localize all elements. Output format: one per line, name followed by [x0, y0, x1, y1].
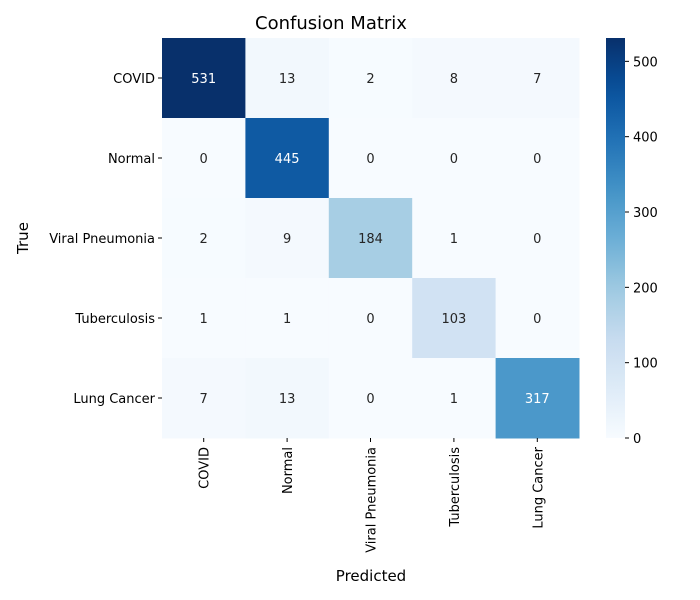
x-tick-label-covid: COVID [198, 447, 213, 489]
colorbar-tick-label: 100 [633, 357, 658, 372]
heatmap-cell-4-3 [412, 358, 497, 439]
heatmap-cells: 531 13 2 8 7 0 445 0 0 0 2 9 184 1 0 1 1 0 103 0 7 13 0 1 317 [162, 38, 580, 439]
heatmap-cell-3-1 [245, 278, 330, 359]
heatmap-cell-0-4 [495, 38, 580, 119]
colorbar-tick-label: 500 [633, 55, 658, 70]
cell-value-label: 2 [366, 72, 374, 87]
y-tick-label-normal: Normal [108, 152, 155, 167]
cell-value-label: 103 [441, 312, 466, 327]
colorbar [606, 38, 625, 438]
heatmap-cell-3-2 [328, 278, 413, 359]
cell-value-label: 13 [279, 72, 296, 87]
cell-value-label: 1 [200, 312, 208, 327]
y-tick-label-tuberculosis: Tuberculosis [74, 312, 155, 327]
heatmap-cell-0-2 [328, 38, 413, 119]
cell-value-label: 531 [191, 72, 216, 87]
heatmap-cell-4-4 [495, 358, 580, 439]
y-axis-label: True [14, 222, 32, 255]
colorbar-ticks: 0 100 200 300 400 500 [625, 55, 658, 447]
heatmap-cell-2-3 [412, 198, 497, 279]
heatmap-cell-0-0 [162, 38, 246, 119]
heatmap-cell-4-1 [245, 358, 330, 439]
heatmap-cell-1-1 [245, 118, 330, 199]
cell-value-label: 0 [200, 152, 208, 167]
y-axis-ticks: COVID Normal Viral Pneumonia Tuberculosis Lu… [49, 72, 162, 407]
y-tick-label-covid: COVID [113, 72, 155, 87]
heatmap-cell-1-0 [162, 118, 246, 199]
heatmap-cell-0-1 [245, 38, 330, 119]
x-tick-label-viral-pneumonia: Viral Pneumonia [365, 447, 380, 553]
chart-title: Confusion Matrix [255, 13, 407, 34]
cell-value-label: 0 [533, 152, 541, 167]
heatmap-cell-2-0 [162, 198, 246, 279]
cell-value-label: 1 [283, 312, 291, 327]
heatmap-cell-1-4 [495, 118, 580, 199]
x-axis-label: Predicted [336, 567, 406, 585]
cell-value-label: 0 [366, 312, 374, 327]
colorbar-tick-label: 200 [633, 281, 658, 296]
heatmap-cell-0-3 [412, 38, 497, 119]
heatmap-cell-3-0 [162, 278, 246, 359]
x-tick-label-normal: Normal [281, 447, 296, 494]
cell-value-label: 7 [200, 392, 208, 407]
colorbar-tick-label: 0 [633, 432, 641, 447]
heatmap-cell-2-1 [245, 198, 330, 279]
heatmap-cell-2-2 [328, 198, 413, 279]
cell-value-label: 2 [200, 232, 208, 247]
cell-value-label: 317 [525, 392, 550, 407]
y-tick-label-lung-cancer: Lung Cancer [73, 392, 155, 407]
colorbar-tick-label: 300 [633, 206, 658, 221]
heatmap-cell-1-3 [412, 118, 497, 199]
x-tick-label-lung-cancer: Lung Cancer [531, 446, 546, 528]
y-tick-label-viral-pneumonia: Viral Pneumonia [49, 232, 155, 247]
cell-value-label: 7 [533, 72, 541, 87]
heatmap-cell-3-4 [495, 278, 580, 359]
heatmap-cell-3-3 [412, 278, 497, 359]
cell-value-label: 0 [366, 392, 374, 407]
heatmap-cell-2-4 [495, 198, 580, 279]
cell-value-label: 9 [283, 232, 291, 247]
cell-value-label: 0 [450, 152, 458, 167]
cell-value-label: 0 [366, 152, 374, 167]
x-axis-ticks: COVID Normal Viral Pneumonia Tuberculosis Lu… [198, 438, 546, 553]
x-tick-label-tuberculosis: Tuberculosis [448, 447, 463, 528]
cell-value-label: 0 [533, 312, 541, 327]
cell-value-label: 0 [533, 232, 541, 247]
cell-value-label: 13 [279, 392, 296, 407]
cell-value-label: 1 [450, 232, 458, 247]
colorbar-tick-label: 400 [633, 131, 658, 146]
cell-value-label: 1 [450, 392, 458, 407]
heatmap-cell-1-2 [328, 118, 413, 199]
cell-value-label: 445 [275, 152, 300, 167]
cell-value-label: 184 [358, 232, 383, 247]
heatmap-cell-4-0 [162, 358, 246, 439]
heatmap-cell-4-2 [328, 358, 413, 439]
cell-value-label: 8 [450, 72, 458, 87]
